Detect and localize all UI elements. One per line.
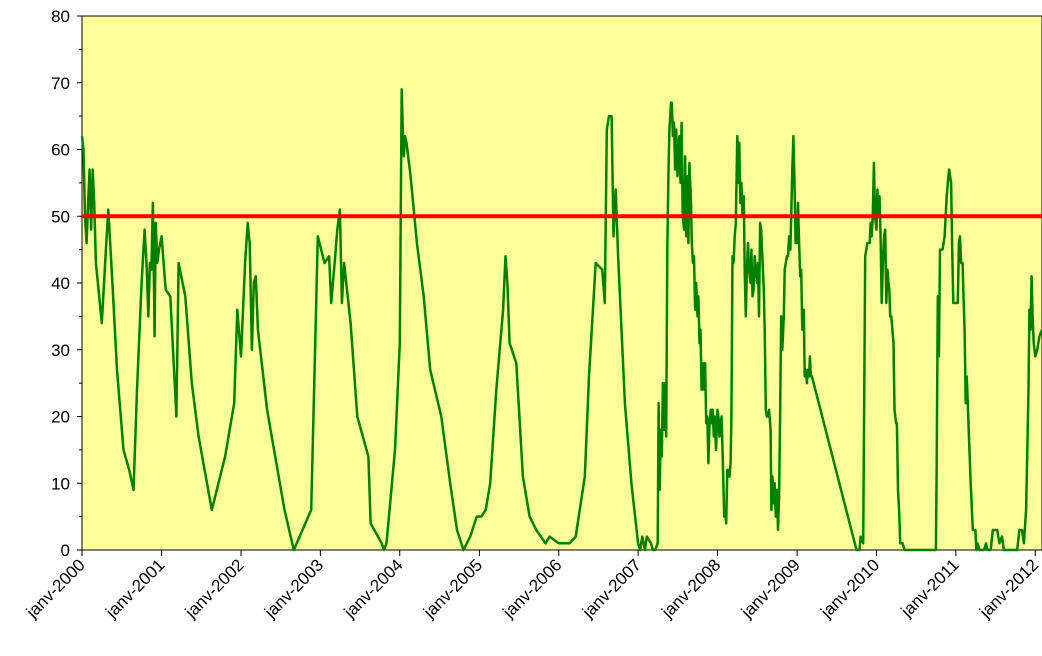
y-tick-label: 20	[51, 408, 70, 427]
x-tick-label: janv-2003	[260, 555, 327, 622]
x-tick-label: janv-2007	[578, 555, 645, 622]
series-line	[80, 88, 1042, 552]
x-tick-label: janv-2010	[816, 555, 883, 622]
x-tick-label: janv-2006	[499, 555, 566, 622]
y-tick-label: 70	[51, 74, 70, 93]
y-tick-label: 40	[51, 274, 70, 293]
x-tick-label: janv-2011	[897, 555, 963, 621]
x-tick-label: janv-2012	[975, 555, 1042, 622]
y-tick-label: 30	[51, 341, 70, 360]
x-tick-label: janv-2002	[181, 555, 248, 622]
x-tick-label: janv-2008	[657, 555, 724, 622]
x-tick-label: janv-2009	[737, 555, 804, 622]
y-axis: 0 10 20 30 40 50 60 70 80	[51, 7, 83, 560]
y-tick-label: 60	[51, 141, 70, 160]
x-tick-label: janv-2000	[22, 555, 89, 622]
y-tick-label: 10	[51, 474, 70, 493]
x-axis: janv-2000 janv-2001 janv-2002 janv-2003 janv…	[22, 549, 1042, 622]
x-tick-label: janv-2004	[340, 555, 407, 622]
y-tick-label: 0	[61, 541, 70, 560]
x-tick-label: janv-2005	[419, 555, 486, 622]
y-tick-label: 80	[51, 7, 70, 26]
x-tick-label: janv-2001	[101, 555, 168, 622]
y-tick-label: 50	[51, 207, 70, 226]
